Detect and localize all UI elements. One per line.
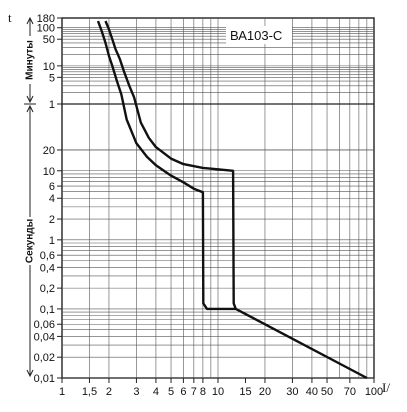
y-tick-label: 2 <box>49 214 55 226</box>
arrow-up-icon <box>26 16 34 25</box>
y-tick-label: 100 <box>37 23 55 35</box>
x-tick-label: 5 <box>168 386 174 398</box>
x-tick-label: 4 <box>153 386 159 398</box>
x-tick-label: 7 <box>191 386 197 398</box>
x-tick-label: 30 <box>286 386 298 398</box>
x-tick-label: 3 <box>133 386 139 398</box>
y-tick-label: 0,06 <box>34 319 55 331</box>
x-tick-label: 10 <box>212 386 224 398</box>
y-tick-label: 6 <box>49 181 55 193</box>
curves <box>96 20 368 380</box>
x-tick-label: 15 <box>239 386 251 398</box>
y-tick-label: 50 <box>43 34 55 46</box>
chart-title: ВА103-С <box>230 28 282 43</box>
series-line-2 <box>96 20 236 311</box>
x-axis-label: I/ <box>382 380 390 395</box>
y-tick-label: 20 <box>43 145 55 157</box>
y-tick-label: 0,2 <box>40 283 55 295</box>
x-tick-label: 1,5 <box>82 386 97 398</box>
y-tick-label: 0,4 <box>40 262 55 274</box>
y-tick-label: 10 <box>43 166 55 178</box>
arrow-up-icon <box>26 104 34 113</box>
minutes-label: Минуты <box>25 40 36 80</box>
series-line-1 <box>104 20 368 380</box>
x-tick-label: 2 <box>106 386 112 398</box>
seconds-label: Секунды <box>25 219 36 263</box>
y-tick-label: 10 <box>43 61 55 73</box>
y-tick-label: 1 <box>49 235 55 247</box>
y-tick-label: 0,04 <box>34 331 55 343</box>
labels: 180100501051201064210,60,40,20,10,060,04… <box>8 10 390 398</box>
arrow-down-icon <box>26 95 34 104</box>
title-bg <box>226 26 292 44</box>
y-tick-label: 0,1 <box>40 304 55 316</box>
grid <box>61 17 375 379</box>
y-tick-label: 0,01 <box>34 373 55 385</box>
y-tick-label: 0,02 <box>34 352 55 364</box>
x-tick-label: 20 <box>259 386 271 398</box>
x-tick-label: 8 <box>200 386 206 398</box>
y-tick-label: 5 <box>49 72 55 84</box>
x-tick-label: 50 <box>321 386 333 398</box>
y-tick-label: 4 <box>49 193 55 205</box>
section-label-bg <box>22 36 38 84</box>
x-tick-label: 1 <box>59 386 65 398</box>
x-tick-label: 100 <box>365 386 383 398</box>
y-tick-label: 0,6 <box>40 250 55 262</box>
section-label-bg <box>22 217 38 265</box>
y-tick-label: 1 <box>49 99 55 111</box>
arrow-down-icon <box>26 369 34 378</box>
y-axis-label: t <box>8 10 12 25</box>
x-tick-label: 6 <box>180 386 186 398</box>
y-tick-label: 180 <box>37 13 55 25</box>
x-tick-label: 40 <box>306 386 318 398</box>
x-tick-label: 70 <box>344 386 356 398</box>
